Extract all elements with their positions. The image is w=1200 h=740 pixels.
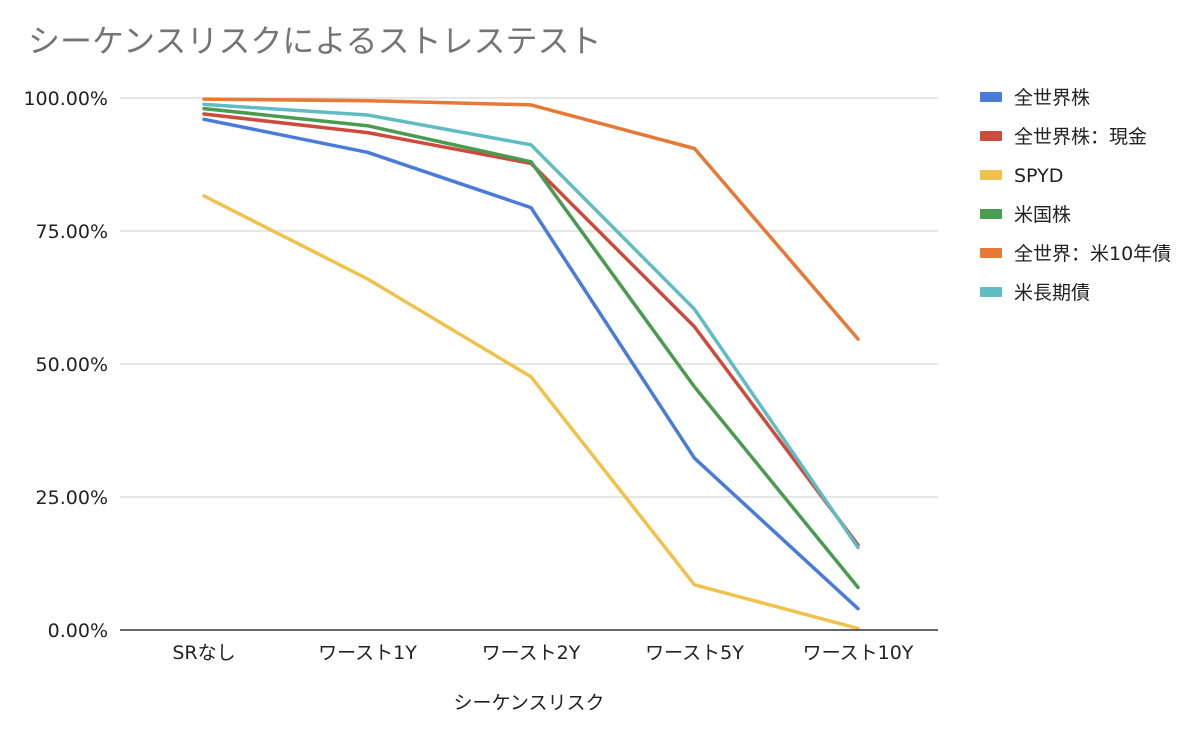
series-line xyxy=(202,97,860,341)
legend-swatch xyxy=(980,92,1002,102)
x-tick-label: SRなし xyxy=(172,642,235,664)
x-axis-tick-labels: SRなし ワースト1Y ワースト2Y ワースト5Y ワースト10Y xyxy=(172,642,913,664)
series-line xyxy=(202,117,860,611)
series-line xyxy=(202,194,860,631)
x-tick-label: ワースト1Y xyxy=(318,642,417,664)
legend-swatch xyxy=(980,248,1002,258)
series-lines xyxy=(202,97,860,631)
chart-title: シーケンスリスクによるストレステスト xyxy=(28,22,601,60)
y-tick-label: 50.00% xyxy=(36,354,108,376)
legend-swatch xyxy=(980,287,1002,297)
legend-label: SPYD xyxy=(1014,165,1063,187)
x-axis-title: シーケンスリスク xyxy=(453,692,604,714)
legend-label: 米長期債 xyxy=(1014,282,1090,304)
series-line xyxy=(202,106,860,590)
series-line xyxy=(202,102,860,550)
x-tick-label: ワースト10Y xyxy=(803,642,914,664)
series-line xyxy=(202,112,860,547)
y-tick-label: 75.00% xyxy=(36,221,108,243)
y-tick-label: 25.00% xyxy=(36,487,108,509)
legend-label: 全世界株 xyxy=(1014,87,1090,109)
y-axis-tick-labels: 0.00% 25.00% 50.00% 75.00% 100.00% xyxy=(23,88,108,642)
y-tick-label: 100.00% xyxy=(23,88,108,110)
legend-label: 全世界株：現金 xyxy=(1014,126,1147,148)
legend-label: 米国株 xyxy=(1014,204,1071,226)
legend-label: 全世界：米10年債 xyxy=(1014,243,1171,265)
legend-swatch xyxy=(980,170,1002,180)
x-tick-label: ワースト2Y xyxy=(482,642,581,664)
legend-swatch xyxy=(980,131,1002,141)
x-tick-label: ワースト5Y xyxy=(645,642,744,664)
gridlines xyxy=(120,97,938,498)
legend-swatch xyxy=(980,209,1002,219)
y-tick-label: 0.00% xyxy=(48,620,108,642)
